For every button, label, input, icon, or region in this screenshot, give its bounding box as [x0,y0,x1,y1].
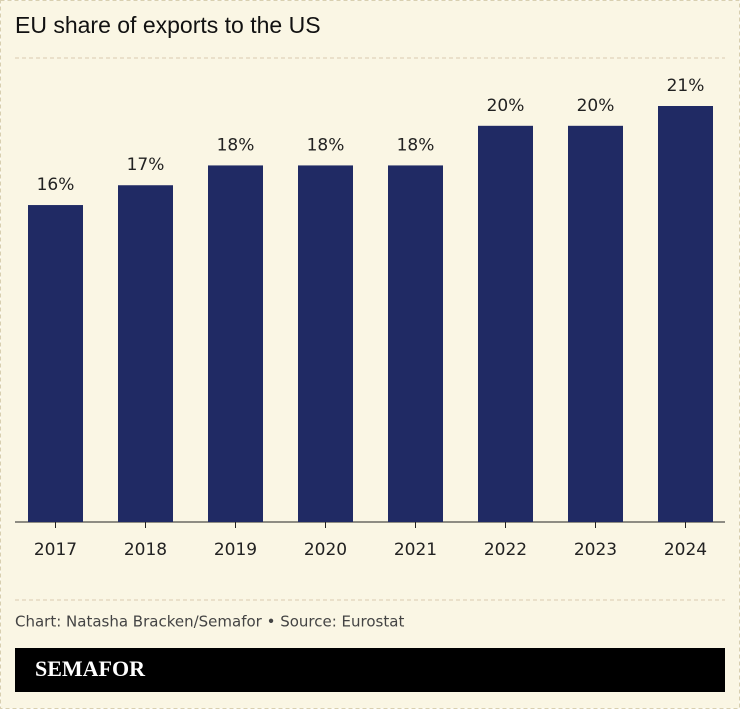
x-tick-label: 2018 [124,540,167,560]
x-tick-label: 2023 [574,540,617,560]
bar [568,125,623,523]
chart-title: EU share of exports to the US [15,12,321,38]
x-tick-label: 2022 [484,540,527,560]
value-label: 20% [577,96,615,116]
bar [298,165,353,522]
value-label: 18% [397,135,435,155]
value-label: 20% [487,96,525,116]
logo: SEMAFOR [35,656,146,681]
bar [118,185,173,522]
source: Chart: Natasha Bracken/Semafor • Source:… [15,613,404,631]
x-tick-label: 2024 [664,540,707,560]
value-label: 21% [667,76,705,96]
x-tick-label: 2020 [304,540,347,560]
value-label: 16% [37,175,75,195]
value-label: 18% [217,135,255,155]
bar [658,106,713,522]
x-tick-label: 2021 [394,540,437,560]
bar [28,205,83,523]
x-tick-label: 2019 [214,540,257,560]
logo-bar [15,648,725,692]
x-tick-label: 2017 [34,540,77,560]
value-label: 17% [127,155,165,175]
bar [388,165,443,522]
bar [208,165,263,522]
value-label: 18% [307,135,345,155]
bar [478,125,533,523]
